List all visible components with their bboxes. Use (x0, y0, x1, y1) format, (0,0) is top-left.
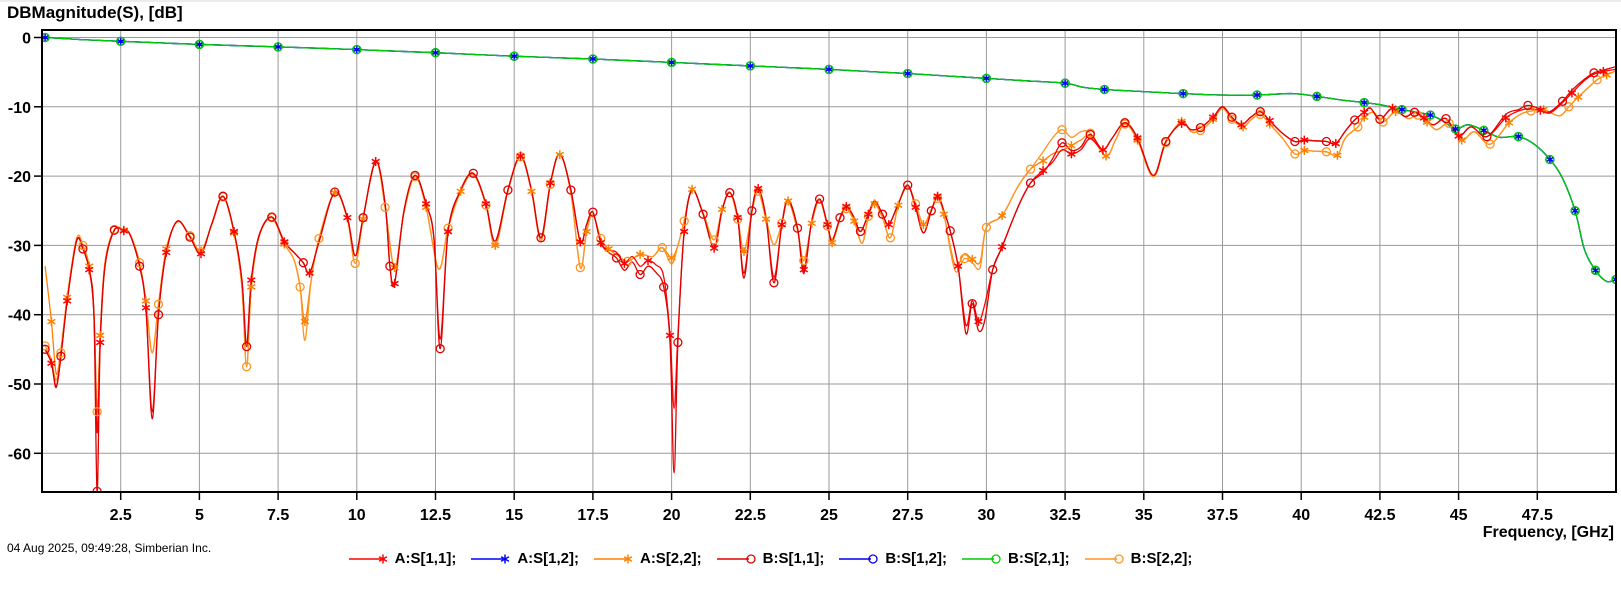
legend-item-bs12: B:S[1,2]; (838, 550, 947, 567)
x-tick-label: 37.5 (1207, 507, 1238, 524)
legend-swatch (716, 553, 756, 564)
legend-item-as11: A:S[1,1]; (348, 550, 457, 567)
axis-ticks (34, 36, 1539, 500)
x-tick-label: 25 (820, 507, 838, 524)
markers-as12 (42, 33, 1616, 284)
legend-swatch (471, 554, 510, 563)
x-tick-label: 10 (348, 507, 366, 524)
x-tick-label: 2.5 (110, 507, 132, 524)
legend-label: B:S[1,1]; (762, 550, 825, 567)
x-tick-labels: 2.5 5 7.5 10 12.5 15 17.5 20 22.5 25 27.5 30 32.5 35 3… (110, 507, 1553, 524)
legend-item-as22: A:S[2,2]; (593, 550, 702, 567)
markers-bs11 (42, 68, 1599, 492)
series-line-bs21 (45, 36, 1616, 283)
x-tick-label: 40 (1292, 507, 1310, 524)
x-tick-label: 30 (978, 507, 996, 524)
gridlines (42, 30, 1616, 492)
series-line-bs11 (44, 65, 1616, 492)
x-tick-label: 5 (195, 507, 204, 524)
x-tick-label: 15 (505, 507, 523, 524)
y-tick-label: -40 (8, 308, 31, 325)
legend-item-bs11: B:S[1,1]; (716, 550, 825, 567)
markers-as11 (47, 67, 1608, 368)
x-tick-label: 12.5 (420, 507, 451, 524)
legend-swatch (593, 554, 633, 563)
plot-canvas: 2.5 5 7.5 10 12.5 15 17.5 20 22.5 25 27.5 30 32.5 35 3… (8, 29, 1617, 524)
x-tick-label: 47.5 (1522, 507, 1553, 524)
legend-label: B:S[2,1]; (1008, 550, 1070, 567)
y-tick-label: -50 (8, 377, 31, 394)
legend-label: A:S[2,2]; (639, 550, 702, 567)
legend-item-as12: A:S[1,2]; (470, 550, 579, 567)
x-tick-label: 7.5 (267, 507, 289, 524)
legend-label: A:S[1,2]; (517, 550, 579, 567)
legend-label: B:S[1,2]; (885, 550, 947, 567)
legend: A:S[1,1]; A:S[1,2]; A:S[2,2]; B:S[1,1]; B:S[… (0, 550, 1540, 567)
x-tick-label: 35 (1135, 507, 1153, 524)
legend-label: A:S[1,1]; (394, 550, 457, 567)
legend-swatch (839, 553, 878, 564)
chart-title: DBMagnitude(S), [dB] (7, 3, 183, 22)
timestamp-label: 04 Aug 2025, 09:49:28, Simberian Inc. (7, 541, 212, 555)
x-tick-label: 45 (1450, 507, 1468, 524)
x-tick-label: 20 (663, 507, 681, 524)
legend-swatch (962, 553, 1001, 564)
x-tick-label: 42.5 (1364, 507, 1395, 524)
y-tick-label: -20 (8, 169, 31, 186)
legend-item-bs22: B:S[2,2]; (1084, 550, 1193, 567)
y-tick-label: 0 (22, 31, 31, 48)
x-tick-label: 32.5 (1050, 507, 1081, 524)
y-tick-label: -30 (8, 238, 31, 255)
series-markers (42, 32, 1616, 492)
legend-label: B:S[2,2]; (1130, 550, 1193, 567)
legend-swatch (348, 554, 387, 563)
y-tick-labels: 0 -10 -20 -30 -40 -50 -60 (8, 31, 31, 464)
y-tick-label: -60 (8, 446, 31, 463)
legend-swatch (1084, 553, 1124, 564)
y-tick-label: -10 (8, 100, 31, 117)
x-tick-label: 17.5 (577, 507, 608, 524)
x-tick-label: 27.5 (892, 507, 923, 524)
x-tick-label: 22.5 (735, 507, 766, 524)
x-axis-title: Frequency, [GHz] (1482, 524, 1614, 541)
legend-item-bs21: B:S[2,1]; (961, 550, 1070, 567)
